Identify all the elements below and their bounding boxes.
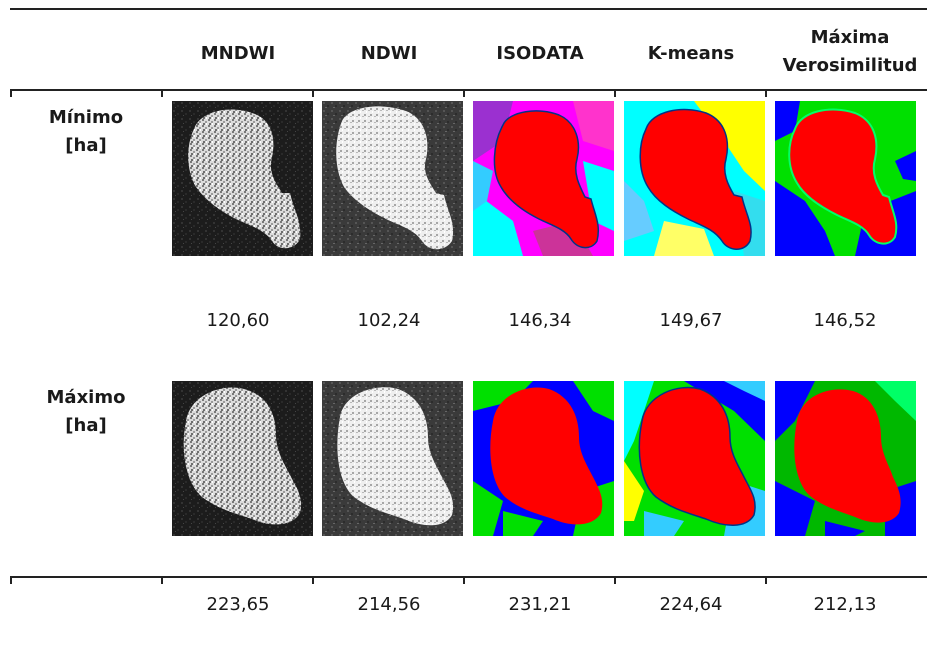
row-header-min: Mínimo [ha] [10, 104, 162, 160]
row-header-max-line1: Máximo [46, 387, 126, 408]
value-min-ndwi: 102,24 [357, 310, 421, 331]
tick [765, 576, 767, 584]
image-min-isodata [473, 101, 614, 256]
image-max-kmeans [624, 381, 765, 536]
top-rule [10, 8, 927, 10]
image-max-isodata [473, 381, 614, 536]
value-max-mndwi: 223,65 [206, 594, 270, 615]
column-header-ndwi: NDWI [360, 43, 418, 64]
tick [312, 89, 314, 97]
header-rule [10, 89, 927, 91]
row-header-min-line1: Mínimo [48, 107, 124, 128]
tick [10, 576, 12, 584]
value-min-mndwi: 120,60 [206, 310, 270, 331]
value-max-ndwi: 214,56 [357, 594, 421, 615]
value-max-isodata: 231,21 [508, 594, 572, 615]
tick [463, 89, 465, 97]
tick [10, 89, 12, 97]
row-header-max: Máximo [ha] [10, 384, 162, 440]
row-header-min-line2: [ha] [65, 135, 107, 156]
image-min-mndwi [172, 101, 313, 256]
tick [614, 89, 616, 97]
tick [161, 576, 163, 584]
tick [463, 576, 465, 584]
image-max-mndwi [172, 381, 313, 536]
image-max-ndwi [322, 381, 463, 536]
value-max-kmeans: 224,64 [659, 594, 723, 615]
image-min-kmeans [624, 101, 765, 256]
tick [161, 89, 163, 97]
bottom-rule [10, 576, 927, 578]
row-header-max-line2: [ha] [65, 415, 107, 436]
column-header-mndwi: MNDWI [200, 43, 276, 64]
value-max-max-likelihood: 212,13 [813, 594, 877, 615]
image-min-max-likelihood [775, 101, 916, 256]
value-min-isodata: 146,34 [508, 310, 572, 331]
value-min-kmeans: 149,67 [659, 310, 723, 331]
column-header-isodata: ISODATA [496, 43, 584, 64]
tick [614, 576, 616, 584]
tick [765, 89, 767, 97]
image-min-ndwi [322, 101, 463, 256]
column-header-kmeans: K-means [647, 43, 735, 64]
tick [312, 576, 314, 584]
image-max-max-likelihood [775, 381, 916, 536]
value-min-max-likelihood: 146,52 [813, 310, 877, 331]
column-header-max-likelihood: Máxima Verosimilitud [782, 27, 918, 76]
